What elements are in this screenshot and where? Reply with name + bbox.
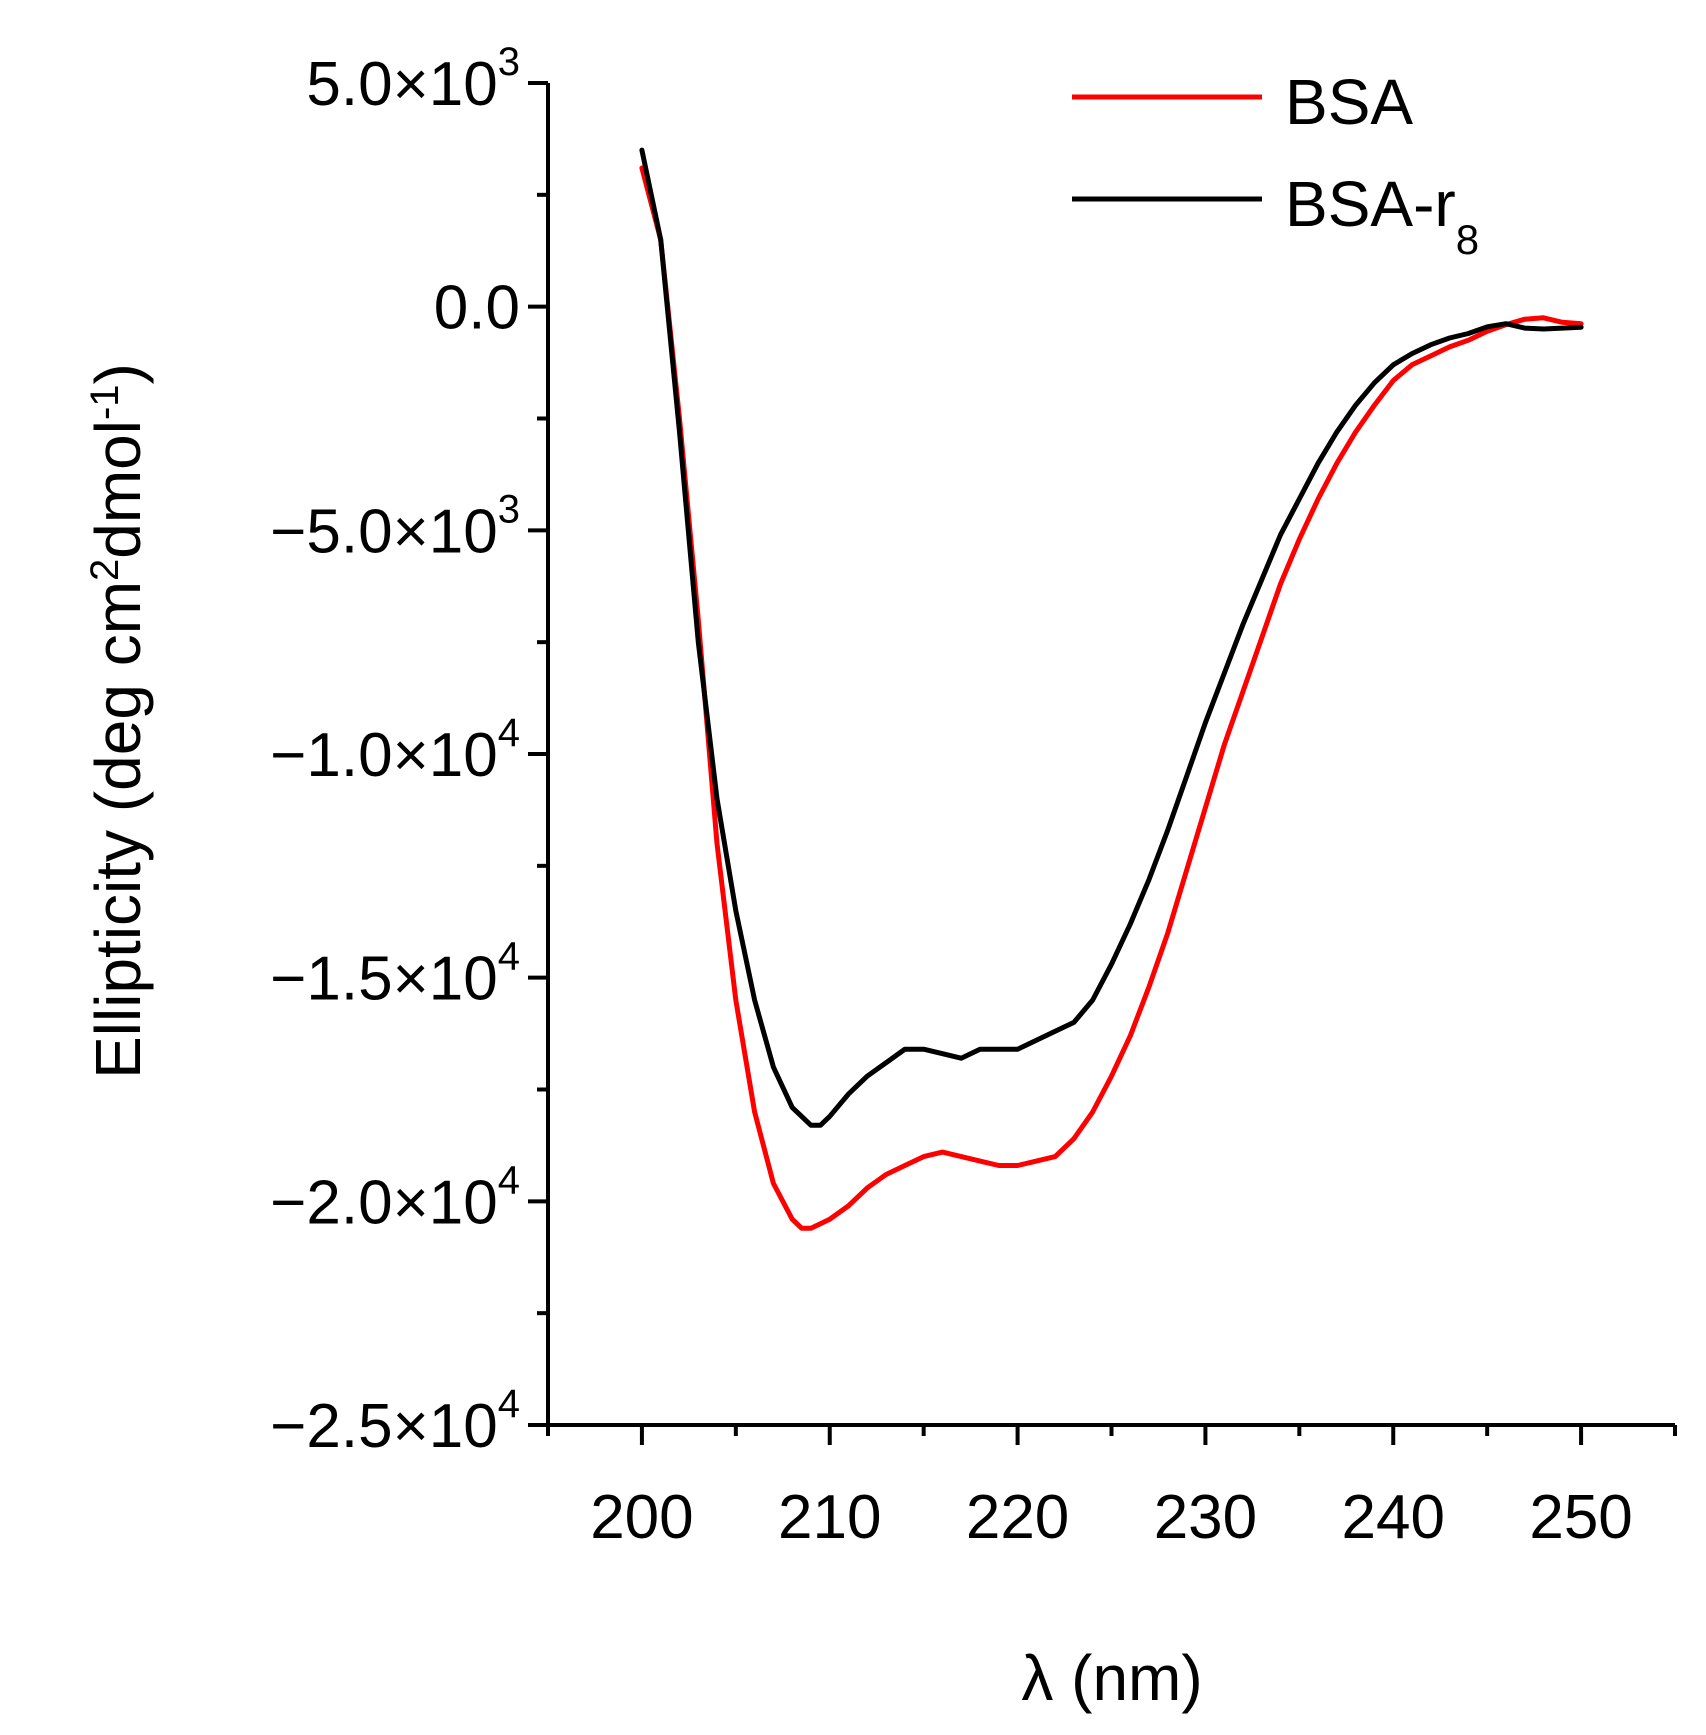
y-tick-label-0: 5.0×103: [306, 40, 520, 119]
series-line-bsa: [639, 165, 1584, 1231]
y-tick-label-mantissa: −1.5×10: [270, 945, 498, 1014]
y-tick-label-exponent: 4: [498, 935, 520, 979]
y-tick-label-exponent: 4: [498, 711, 520, 755]
legend-label-bsa: BSA: [1285, 66, 1413, 138]
y-tick-label-exponent: 3: [498, 487, 520, 531]
x-ticks: [546, 1425, 1677, 1445]
legend-label-bsa-r8-sub: 8: [1456, 216, 1479, 263]
y-tick-label-mantissa: −2.0×10: [270, 1168, 498, 1237]
x-tick-label-2: 220: [966, 1483, 1069, 1552]
y-tick-label-3: −1.0×104: [270, 711, 520, 790]
y-axis-label-base: Ellipticity (deg cm: [82, 581, 154, 1079]
y-tick-label-exponent: 3: [498, 40, 520, 84]
x-tick-label-3: 230: [1154, 1483, 1257, 1552]
y-tick-label-2: −5.0×103: [270, 487, 520, 566]
y-tick-label-mantissa: −1.0×10: [270, 721, 498, 790]
y-tick-label-exponent: 4: [498, 1158, 520, 1202]
legend-label-bsa-r8-base: BSA-r: [1285, 168, 1456, 240]
y-axis-label-mid: dmol: [82, 420, 154, 559]
y-ticks: [528, 81, 548, 1427]
y-axis-label-sup1: 2: [83, 559, 127, 581]
y-tick-labels: 5.0×1030.0−5.0×103−1.0×104−1.5×104−2.0×1…: [270, 40, 520, 1461]
y-tick-label-4: −1.5×104: [270, 935, 520, 1014]
series-group: [639, 147, 1584, 1231]
x-tick-label-0: 200: [590, 1483, 693, 1552]
y-axis-label-sup2: -1: [83, 384, 127, 420]
y-axis-label: Ellipticity (deg cm2dmol-1): [82, 363, 154, 1079]
legend: BSA BSA-r8: [1072, 66, 1479, 263]
x-axis-label: λ (nm): [1021, 1642, 1202, 1714]
y-tick-label-6: −2.5×104: [270, 1382, 520, 1461]
series-line-bsa-r8: [639, 147, 1584, 1128]
x-tick-labels: 200 210 220 230 240 250: [590, 1483, 1633, 1552]
y-tick-label-mantissa: 0.0: [434, 274, 520, 343]
x-tick-label-1: 210: [778, 1483, 881, 1552]
y-tick-label-exponent: 4: [498, 1382, 520, 1426]
y-tick-label-mantissa: 5.0×10: [306, 50, 497, 119]
y-tick-label-1: 0.0: [434, 274, 520, 343]
y-axis-label-end: ): [82, 363, 154, 384]
y-tick-label-5: −2.0×104: [270, 1158, 520, 1237]
legend-label-bsa-r8: BSA-r8: [1285, 168, 1479, 263]
x-tick-label-5: 250: [1529, 1483, 1632, 1552]
x-tick-label-4: 240: [1342, 1483, 1445, 1552]
y-tick-label-mantissa: −5.0×10: [270, 497, 498, 566]
y-tick-label-mantissa: −2.5×10: [270, 1392, 498, 1461]
